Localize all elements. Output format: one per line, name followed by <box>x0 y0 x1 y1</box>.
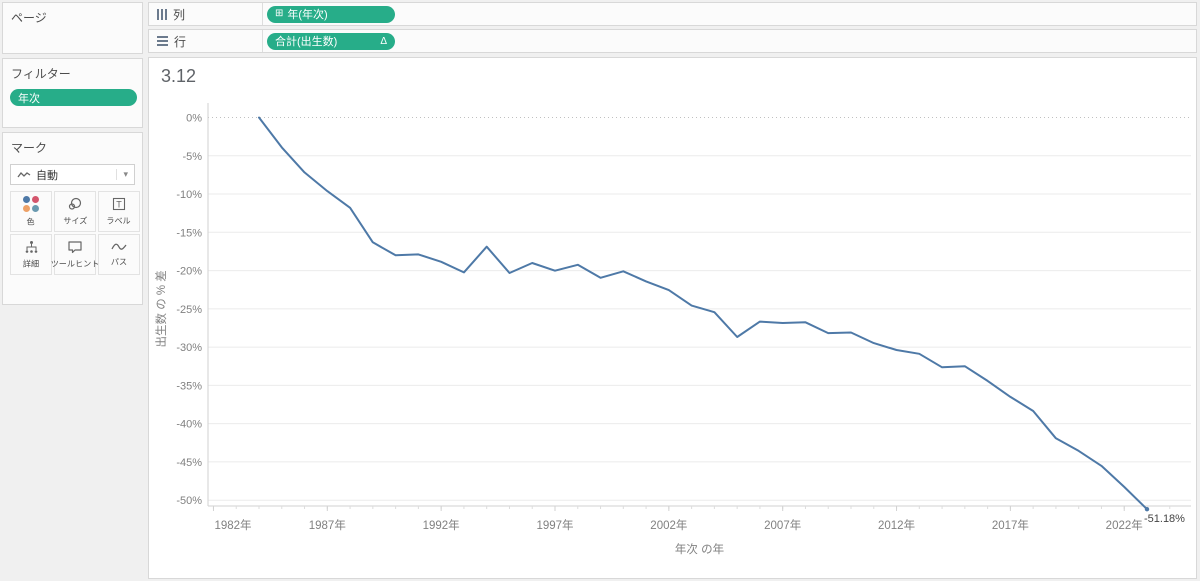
size-circles-icon <box>68 197 82 210</box>
chevron-down-icon: ▾ <box>116 169 128 180</box>
chart-title: 3.12 <box>161 66 197 86</box>
svg-text:1992年: 1992年 <box>423 518 460 532</box>
svg-text:2007年: 2007年 <box>764 518 801 532</box>
rows-shelf[interactable]: 行 合計(出生数) Δ <box>148 29 1197 53</box>
svg-text:1987年: 1987年 <box>309 518 346 532</box>
label-button[interactable]: T ラベル <box>98 191 140 232</box>
chart-pane[interactable]: 3.12 0% -5% -10% -15% -20% -25% -30% -35% -40% -4… <box>148 57 1197 579</box>
detail-tree-icon <box>25 240 37 253</box>
svg-text:-45%: -45% <box>176 457 202 469</box>
filters-card: フィルター 年次 <box>2 58 143 128</box>
columns-icon <box>157 8 167 20</box>
pages-card: ページ <box>2 2 143 54</box>
svg-text:-35%: -35% <box>176 380 202 392</box>
svg-text:1982年: 1982年 <box>214 518 251 532</box>
filters-card-title: フィルター <box>11 67 71 81</box>
delta-icon: Δ <box>380 35 387 47</box>
svg-text:0%: 0% <box>186 113 202 125</box>
svg-text:-15%: -15% <box>176 227 202 239</box>
color-dots-icon <box>23 195 39 212</box>
svg-text:T: T <box>116 199 122 209</box>
marks-button-grid: 色 サイズ T ラベル 詳細 <box>3 191 142 275</box>
detail-button[interactable]: 詳細 <box>10 234 52 275</box>
mark-type-value: 自動 <box>36 169 58 182</box>
line-mark-icon <box>17 171 31 177</box>
svg-text:2012年: 2012年 <box>878 518 915 532</box>
svg-text:年次 の年: 年次 の年 <box>675 542 724 556</box>
svg-text:-25%: -25% <box>176 304 202 316</box>
tooltip-bubble-icon <box>68 240 82 253</box>
svg-text:-50%: -50% <box>176 495 202 507</box>
svg-text:-30%: -30% <box>176 342 202 354</box>
svg-text:2017年: 2017年 <box>992 518 1029 532</box>
svg-text:出生数 の % 差: 出生数 の % 差 <box>154 270 168 347</box>
filter-pill-nenji[interactable]: 年次 <box>10 89 137 106</box>
pages-card-title: ページ <box>11 11 47 25</box>
chart-svg[interactable]: 0% -5% -10% -15% -20% -25% -30% -35% -40% -45% -50… <box>149 58 1196 578</box>
svg-text:-40%: -40% <box>176 419 202 431</box>
marks-card: マーク 自動 ▾ 色 サイズ T ラベル <box>2 132 143 305</box>
mark-type-dropdown[interactable]: 自動 ▾ <box>10 164 135 185</box>
label-text-icon: T <box>112 197 126 210</box>
tooltip-button[interactable]: ツールヒント <box>51 234 99 275</box>
columns-pill-year[interactable]: ⊞ 年(年次) <box>267 5 395 23</box>
rows-pill-sum-births[interactable]: 合計(出生数) Δ <box>267 32 395 50</box>
svg-text:2022年: 2022年 <box>1106 518 1143 532</box>
expand-plus-icon[interactable]: ⊞ <box>275 8 284 19</box>
path-button[interactable]: パス <box>98 234 140 275</box>
svg-text:-51.18%: -51.18% <box>1144 513 1185 525</box>
size-button[interactable]: サイズ <box>54 191 96 232</box>
marks-card-title: マーク <box>11 141 48 155</box>
color-button[interactable]: 色 <box>10 191 52 232</box>
svg-text:1997年: 1997年 <box>536 518 573 532</box>
svg-text:-5%: -5% <box>182 151 202 163</box>
rows-shelf-label: 行 <box>149 30 263 52</box>
svg-text:2002年: 2002年 <box>650 518 687 532</box>
svg-text:-20%: -20% <box>176 266 202 278</box>
path-wave-icon <box>111 243 127 250</box>
rows-icon <box>157 36 168 46</box>
columns-shelf-label: 列 <box>149 3 263 25</box>
svg-text:-10%: -10% <box>176 189 202 201</box>
columns-shelf[interactable]: 列 ⊞ 年(年次) <box>148 2 1197 26</box>
